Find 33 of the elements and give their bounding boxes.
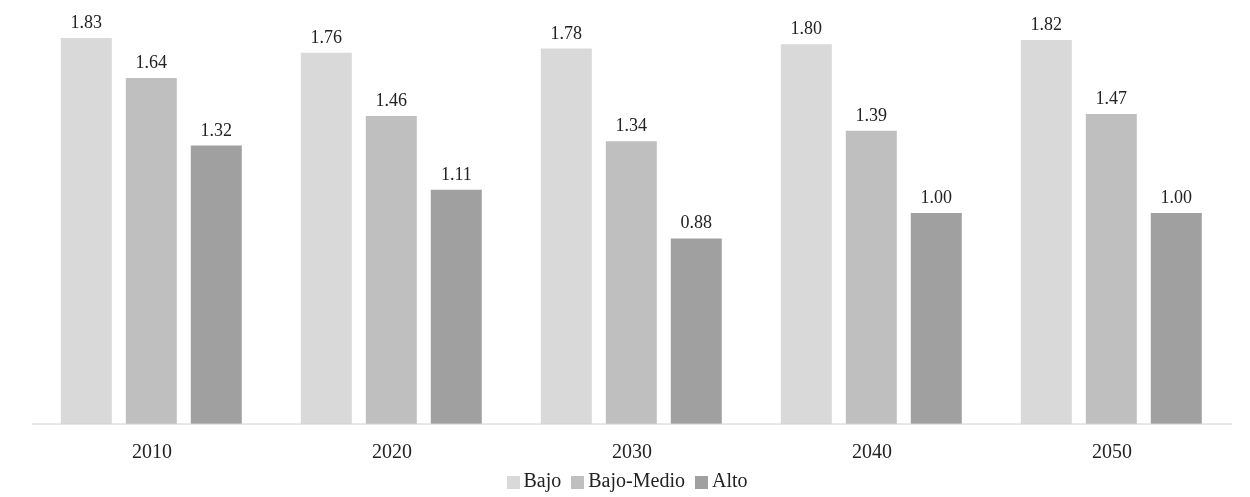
bar — [365, 116, 417, 424]
bar — [1085, 113, 1137, 424]
data-label: 1.34 — [615, 115, 648, 136]
legend-label: Alto — [711, 469, 748, 491]
legend-label: Bajo — [523, 469, 562, 491]
bar — [605, 141, 657, 424]
data-label: 1.47 — [1095, 87, 1128, 108]
bar — [125, 78, 177, 424]
legend-label: Bajo-Medio — [588, 469, 685, 491]
data-label: 1.00 — [1160, 187, 1193, 208]
x-tick-label: 2040 — [852, 440, 892, 463]
data-label: 1.39 — [855, 104, 888, 125]
data-label: 1.82 — [1030, 14, 1063, 35]
data-label: 1.83 — [70, 12, 103, 32]
data-label: 1.46 — [375, 90, 408, 111]
bar — [430, 189, 482, 424]
data-label: 1.80 — [790, 18, 823, 39]
data-label: 1.00 — [920, 187, 953, 208]
x-tick-label: 2010 — [132, 440, 172, 463]
data-label: 0.88 — [680, 212, 713, 233]
bar — [1150, 213, 1202, 424]
x-tick-label: 2050 — [1092, 440, 1132, 463]
data-label: 1.76 — [310, 26, 343, 47]
data-label: 1.32 — [200, 119, 233, 140]
x-tick-label: 2020 — [372, 440, 412, 463]
x-tick-label: 2030 — [612, 440, 652, 463]
bar — [670, 238, 722, 424]
data-label: 1.64 — [135, 52, 168, 73]
data-label: 1.78 — [550, 22, 583, 43]
bar — [910, 213, 962, 424]
data-label: 1.11 — [440, 163, 472, 184]
bar — [190, 145, 242, 424]
bar — [845, 130, 897, 424]
